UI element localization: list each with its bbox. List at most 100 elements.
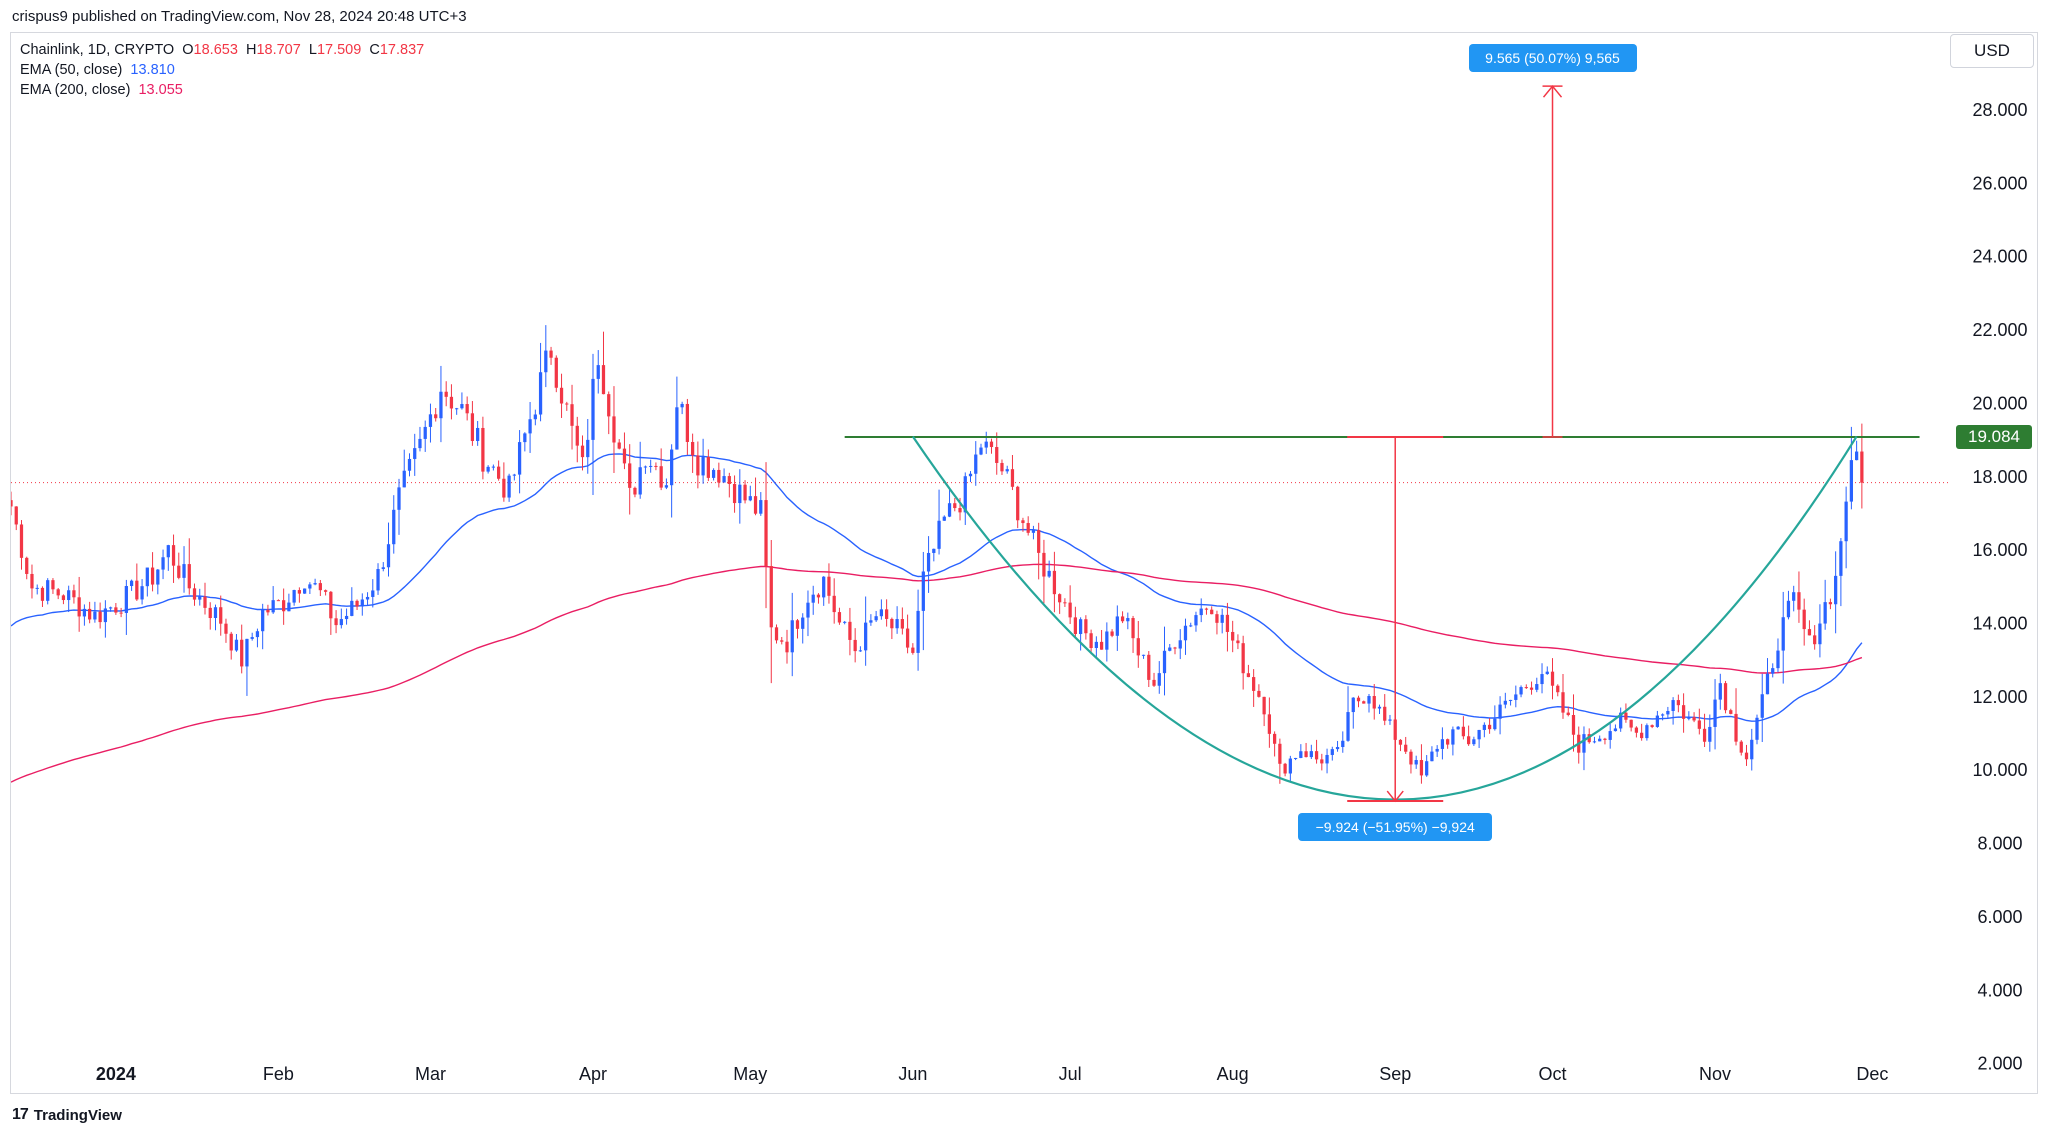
x-tick-label: Jul: [1059, 1064, 1082, 1084]
candle-body: [129, 580, 134, 587]
candle-body: [874, 616, 878, 621]
candle-body: [1556, 685, 1560, 693]
candle-body: [1278, 743, 1282, 764]
candle-body: [224, 623, 228, 634]
candle-body: [428, 414, 433, 427]
candle-body: [544, 350, 548, 373]
candle-body: [323, 590, 328, 592]
candle-body: [764, 500, 768, 567]
candle-body: [1807, 629, 1812, 636]
candle-body: [1823, 602, 1827, 624]
legend-ema200-label: EMA (200, close): [20, 82, 131, 98]
candle-body: [1199, 608, 1203, 616]
candle-body: [1241, 643, 1245, 674]
candle-body: [512, 474, 516, 476]
candle-body: [103, 608, 108, 623]
candle-body: [1335, 747, 1340, 750]
candle-body: [753, 496, 758, 514]
candle-body: [528, 419, 532, 434]
candle-body: [984, 441, 988, 448]
candle-body: [444, 391, 448, 397]
candle-body: [1288, 758, 1292, 774]
candle-body: [98, 611, 102, 623]
candle-body: [439, 391, 443, 419]
candle-body: [895, 619, 899, 629]
legend-ema200-row[interactable]: EMA (200, close) 13.055: [20, 80, 424, 100]
candle-body: [1367, 696, 1371, 704]
candle-body: [182, 564, 186, 578]
candle-body: [617, 442, 621, 449]
candle-body: [1052, 570, 1057, 595]
candle-body: [1010, 469, 1015, 487]
candle-body: [1687, 717, 1691, 719]
candle-body: [1813, 635, 1817, 645]
candle-body: [1477, 729, 1481, 740]
candle-body: [1120, 616, 1125, 622]
candle-body: [1697, 720, 1701, 729]
candle-body: [292, 590, 296, 603]
candle-body: [1802, 609, 1806, 630]
candle-body: [1409, 751, 1413, 765]
candle-body: [1750, 739, 1754, 760]
chart-frame[interactable]: [10, 32, 2038, 1094]
candle-body: [879, 609, 884, 617]
candle-body: [801, 617, 805, 629]
candle-body: [1425, 761, 1429, 776]
legend-ema50-row[interactable]: EMA (50, close) 13.810: [20, 60, 424, 80]
published-info: crispus9 published on TradingView.com, N…: [12, 8, 467, 25]
candle-body: [1718, 683, 1722, 700]
candle-body: [93, 611, 97, 620]
candle-body: [1073, 617, 1078, 635]
candle-body: [664, 485, 669, 488]
candle-body: [397, 487, 401, 510]
candle-body: [1854, 451, 1859, 461]
candle-body: [1430, 751, 1434, 762]
candle-body: [1708, 726, 1712, 742]
x-tick-label: Sep: [1379, 1064, 1411, 1084]
candle-body: [586, 439, 590, 458]
candle-body: [496, 466, 501, 479]
candle-body: [229, 633, 233, 651]
candle-body: [276, 600, 281, 602]
y-tick-label: 14.000: [1972, 614, 2027, 634]
candle-body: [601, 365, 606, 395]
legend-open-value: 18.653: [193, 42, 238, 58]
candle-body: [161, 557, 165, 570]
currency-selector[interactable]: USD: [1950, 34, 2034, 68]
candle-body: [177, 565, 181, 578]
candle-body: [1183, 625, 1188, 641]
candle-body: [979, 447, 983, 455]
tradingview-brand[interactable]: 17 TradingView: [12, 1106, 122, 1124]
candle-body: [1592, 741, 1597, 743]
candle-body: [905, 628, 910, 648]
candle-body: [1414, 760, 1418, 765]
candle-body: [675, 407, 679, 450]
candle-body: [350, 600, 354, 616]
candle-body: [344, 615, 349, 620]
candle-body: [1419, 760, 1424, 776]
candle-body: [77, 597, 81, 617]
candle-body: [780, 640, 784, 642]
x-tick-label: May: [733, 1064, 767, 1084]
candle-body: [774, 627, 779, 641]
candle-body: [643, 466, 648, 468]
candle-body: [402, 470, 406, 488]
resistance-price-tag: 19.084: [1956, 425, 2032, 450]
candle-body: [88, 608, 92, 620]
candle-body: [884, 609, 889, 619]
candle-body: [1210, 609, 1214, 615]
candle-body: [926, 552, 931, 572]
candle-body: [1561, 692, 1565, 713]
candle-body: [449, 396, 454, 409]
candle-body: [455, 408, 459, 410]
candle-body: [40, 587, 45, 601]
candle-body: [1162, 650, 1167, 674]
candle-body: [565, 403, 569, 405]
candle-body: [124, 586, 128, 613]
candle-body: [355, 600, 359, 607]
y-tick-label: 22.000: [1972, 320, 2027, 340]
candle-body: [654, 465, 658, 467]
candle-body: [150, 567, 155, 585]
candle-body: [1744, 752, 1749, 760]
